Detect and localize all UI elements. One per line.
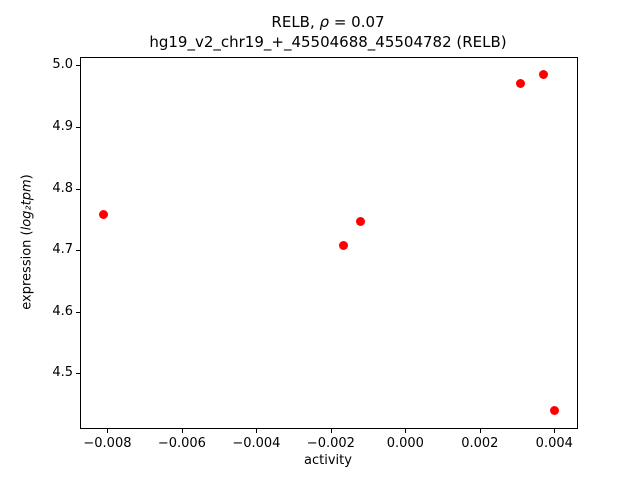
y-tick-mark <box>76 126 80 128</box>
x-tick-mark <box>554 429 556 433</box>
x-tick-mark <box>330 429 332 433</box>
y-tick-label: 4.9 <box>52 118 73 134</box>
y-tick-label: 5.0 <box>52 57 73 73</box>
y-tick-mark <box>76 311 80 313</box>
chart-title-value: = 0.07 <box>329 13 385 31</box>
chart-title-prefix: RELB, <box>271 13 320 31</box>
data-point <box>339 240 349 250</box>
y-tick-mark <box>76 188 80 190</box>
data-point <box>99 209 109 219</box>
y-tick-label: 4.6 <box>52 303 73 319</box>
y-axis-label-suffix: ) <box>19 174 35 180</box>
y-tick-mark <box>76 250 80 252</box>
x-tick-label: 0.002 <box>461 436 499 451</box>
x-tick-label: 0.004 <box>535 436 573 451</box>
y-tick-label: 4.7 <box>52 242 73 258</box>
x-tick-mark <box>181 429 183 433</box>
x-tick-mark <box>405 429 407 433</box>
x-tick-mark <box>479 429 481 433</box>
chart-subtitle: hg19_v2_chr19_+_45504688_45504782 (RELB) <box>149 33 507 51</box>
x-tick-label: −0.002 <box>306 436 355 451</box>
data-point <box>549 406 559 416</box>
y-tick-label: 4.5 <box>52 365 73 381</box>
x-tick-label: −0.006 <box>157 436 206 451</box>
x-tick-label: 0.000 <box>386 436 424 451</box>
chart-title: RELB, ρ = 0.07 <box>80 13 576 31</box>
data-point <box>356 216 366 226</box>
x-tick-mark <box>256 429 258 433</box>
x-tick-mark <box>107 429 109 433</box>
x-axis-label: activity <box>304 453 352 468</box>
y-tick-mark <box>76 373 80 375</box>
data-point <box>538 69 548 79</box>
y-tick-label: 4.8 <box>52 180 73 196</box>
data-point <box>516 78 526 88</box>
chart-title-rho: ρ <box>319 13 330 31</box>
x-tick-label: −0.004 <box>232 436 281 451</box>
y-tick-mark <box>76 65 80 67</box>
plot-area <box>80 57 578 429</box>
x-tick-label: −0.008 <box>83 436 132 451</box>
